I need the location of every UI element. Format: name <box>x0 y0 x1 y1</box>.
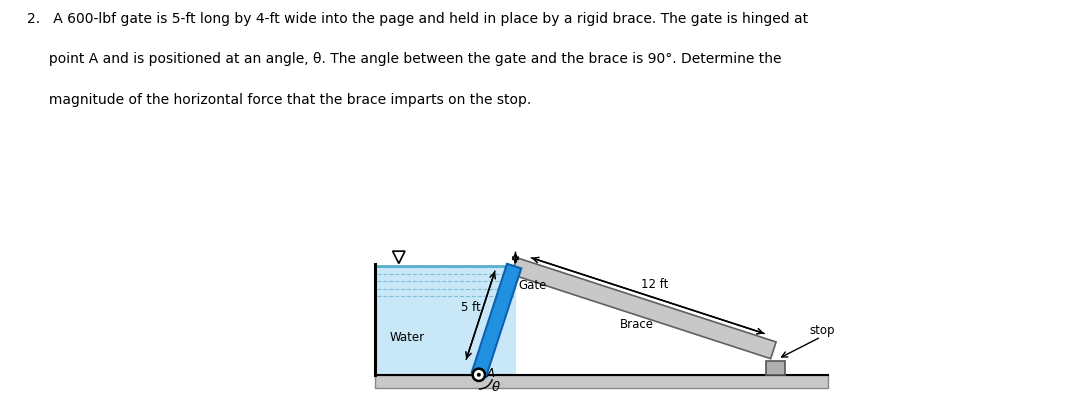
Text: Brace: Brace <box>620 318 654 331</box>
Polygon shape <box>393 251 405 264</box>
Circle shape <box>473 369 485 381</box>
Text: stop: stop <box>809 324 835 337</box>
Text: 2.   A 600-lbf gate is 5-ft long by 4-ft wide into the page and held in place by: 2. A 600-lbf gate is 5-ft long by 4-ft w… <box>27 12 808 26</box>
Polygon shape <box>512 258 777 359</box>
Text: magnitude of the horizontal force that the brace imparts on the stop.: magnitude of the horizontal force that t… <box>27 93 531 107</box>
Text: A: A <box>487 367 494 380</box>
Polygon shape <box>767 361 785 375</box>
Text: 5 ft: 5 ft <box>461 301 480 314</box>
Polygon shape <box>472 264 521 377</box>
Circle shape <box>477 373 480 377</box>
Text: 12 ft: 12 ft <box>641 278 668 291</box>
Text: Water: Water <box>390 331 425 344</box>
Polygon shape <box>375 375 828 388</box>
Text: $\theta$: $\theta$ <box>491 380 501 394</box>
Text: Gate: Gate <box>518 279 547 292</box>
Text: point A and is positioned at an angle, θ. The angle between the gate and the bra: point A and is positioned at an angle, θ… <box>27 52 782 66</box>
Polygon shape <box>375 266 516 375</box>
